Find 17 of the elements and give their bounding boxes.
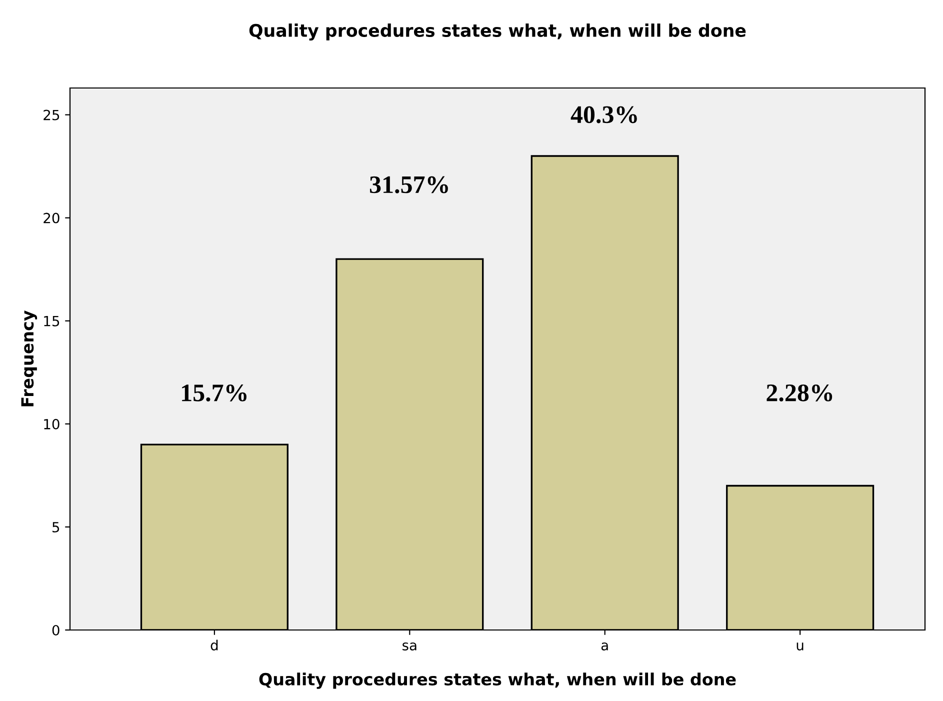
y-axis-title: Frequency <box>21 310 38 406</box>
annotation: 40.3% <box>570 106 637 124</box>
x-tick-label: a <box>601 642 608 650</box>
annotation: 2.28% <box>766 384 832 402</box>
y-tick-label: 20 <box>44 212 60 224</box>
y-tick-label: 15 <box>44 316 60 326</box>
x-tick-label: sa <box>402 642 416 650</box>
x-axis-title: Quality procedures states what, when will be done <box>259 672 736 689</box>
x-tick-label: u <box>796 642 804 650</box>
y-tick-label: 5 <box>52 522 60 532</box>
y-tick-label: 0 <box>52 624 60 636</box>
annotation: 31.57% <box>370 176 448 194</box>
y-tick-label: 10 <box>44 418 60 430</box>
chart-title: Quality procedures states what, when will be done <box>249 24 746 40</box>
x-tick-label: d <box>210 640 218 650</box>
y-tick-label: 25 <box>44 110 60 120</box>
annotation: 15.7% <box>182 384 246 402</box>
